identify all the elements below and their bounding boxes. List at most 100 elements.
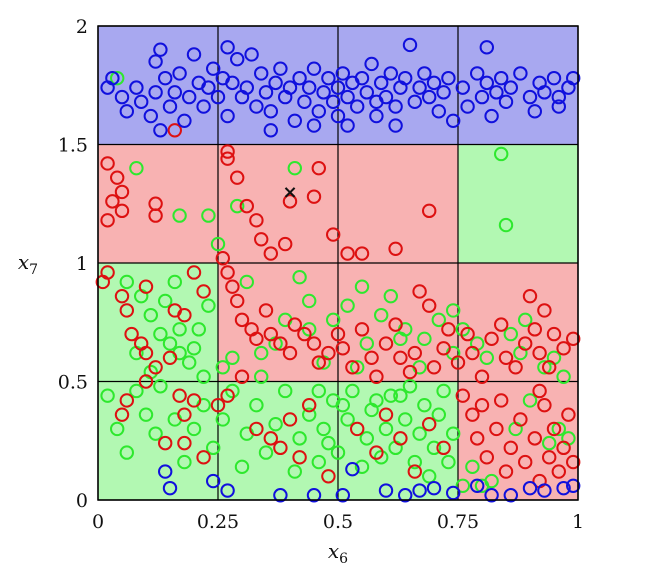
point-blue-67: [426, 75, 442, 91]
point-red-88: [220, 388, 235, 403]
point-red-125: [546, 421, 562, 437]
point-blue-116: [537, 483, 552, 498]
point-blue-4: [129, 80, 144, 95]
point-blue-20: [206, 61, 221, 76]
point-green-48: [177, 454, 192, 470]
point-red-47: [273, 336, 288, 351]
point-green-19: [225, 350, 240, 365]
point-red-45: [258, 303, 274, 318]
point-red-85: [566, 331, 581, 347]
point-red-9: [220, 151, 235, 166]
point-blue-28: [244, 47, 259, 62]
point-green-109: [537, 360, 552, 375]
y-tick-label-2: 1: [76, 253, 88, 275]
point-red-108: [393, 431, 408, 446]
point-blue-31: [258, 85, 274, 100]
point-green-39: [556, 369, 571, 384]
point-red-55: [335, 341, 350, 356]
point-blue-6: [143, 108, 159, 124]
point-blue-85: [537, 85, 552, 100]
point-red-119: [513, 412, 528, 427]
point-green-69: [354, 459, 370, 475]
point-green-73: [378, 421, 394, 437]
point-blue-64: [412, 80, 427, 95]
point-green-116: [302, 322, 317, 337]
point-green-26: [359, 336, 374, 351]
point-green-4: [172, 208, 187, 223]
point-green-117: [354, 279, 370, 294]
point-green-98: [158, 293, 173, 309]
region-green-2: [458, 144, 578, 263]
point-blue-95: [479, 40, 494, 55]
point-green-6: [210, 236, 226, 252]
point-blue-1: [105, 70, 120, 86]
y-tick-label-1: 0.5: [58, 372, 88, 394]
point-blue-61: [398, 70, 413, 86]
decision-regions: [98, 26, 578, 500]
point-red-71: [460, 326, 475, 342]
point-blue-115: [522, 480, 538, 496]
point-green-70: [359, 431, 374, 446]
point-blue-75: [479, 75, 494, 91]
point-red-52: [311, 355, 326, 370]
point-green-82: [426, 440, 442, 456]
point-green-99: [172, 322, 187, 337]
point-red-2: [110, 170, 125, 185]
point-green-23: [302, 293, 317, 309]
point-red-87: [234, 369, 250, 384]
x-axis-label: x6: [328, 539, 348, 567]
point-green-24: [326, 312, 341, 328]
point-green-62: [302, 407, 317, 422]
point-green-66: [330, 445, 346, 460]
point-red-64: [407, 345, 422, 361]
x-axis-label-main: x: [328, 539, 339, 563]
point-green-111: [335, 398, 350, 413]
point-blue-79: [498, 94, 514, 110]
point-red-112: [455, 388, 470, 403]
point-green-63: [311, 454, 326, 470]
point-red-83: [546, 326, 562, 342]
annotation-markers: ×: [282, 182, 297, 203]
point-green-27: [374, 307, 389, 323]
point-red-20: [326, 227, 341, 242]
point-blue-12: [167, 85, 183, 100]
point-red-128: [561, 407, 576, 422]
point-green-15: [182, 355, 197, 370]
point-red-72: [465, 345, 480, 361]
point-blue-76: [484, 108, 499, 124]
y-axis-label: x7: [18, 250, 38, 278]
point-blue-21: [210, 89, 226, 105]
point-green-85: [441, 454, 456, 470]
point-red-5: [100, 213, 115, 228]
point-red-80: [527, 322, 542, 337]
point-green-9: [119, 274, 135, 290]
point-blue-8: [148, 54, 163, 69]
point-blue-83: [527, 104, 542, 119]
point-red-93: [158, 435, 173, 451]
point-blue-104: [273, 488, 288, 503]
point-blue-29: [249, 99, 264, 114]
y-tick-label-4: 2: [76, 16, 88, 38]
x-tick-label-0: 0: [92, 511, 104, 533]
point-green-11: [143, 307, 159, 323]
point-green-87: [455, 478, 470, 493]
point-blue-100: [158, 464, 173, 479]
point-green-36: [503, 326, 518, 342]
x-tick-label-3: 0.75: [437, 511, 479, 533]
point-blue-34: [273, 61, 288, 76]
point-blue-23: [220, 108, 235, 124]
point-blue-110: [412, 483, 427, 498]
point-green-112: [369, 393, 384, 408]
point-red-48: [282, 345, 298, 361]
point-green-61: [292, 431, 307, 446]
point-green-18: [215, 360, 231, 375]
point-red-86: [537, 303, 552, 318]
point-red-104: [321, 469, 336, 484]
point-green-74: [383, 388, 398, 403]
point-blue-2: [114, 89, 130, 105]
point-red-3: [105, 194, 120, 209]
point-red-28: [119, 303, 135, 318]
point-red-98: [249, 421, 264, 437]
point-red-58: [364, 350, 379, 365]
point-red-70: [450, 355, 466, 370]
